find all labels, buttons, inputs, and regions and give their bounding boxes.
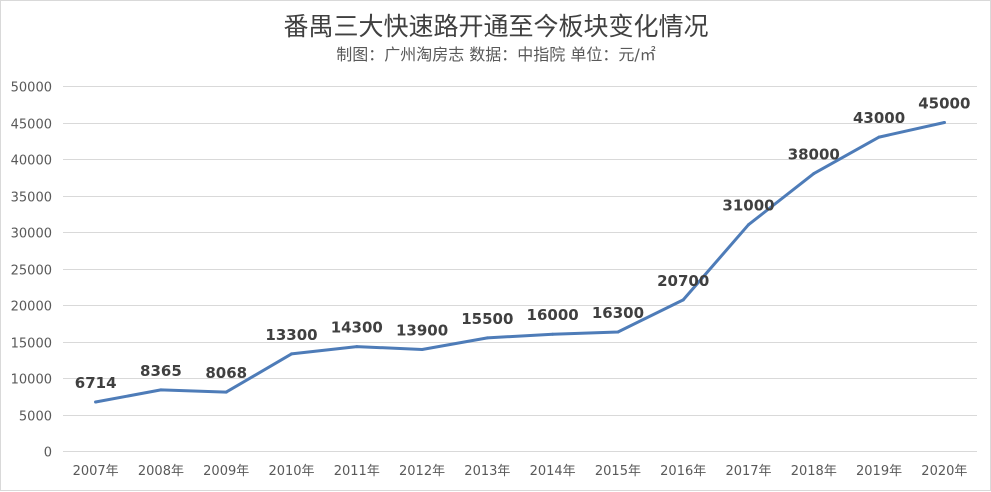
y-tick-label: 35000: [11, 191, 52, 206]
series-line: [94, 121, 946, 404]
data-point: [159, 388, 163, 392]
data-label: 6714: [75, 374, 117, 392]
data-point: [681, 298, 685, 302]
data-label: 16300: [592, 304, 644, 322]
data-label: 8068: [205, 364, 247, 382]
gridlines: [63, 86, 977, 452]
data-point: [616, 330, 620, 334]
y-tick-label: 0: [44, 446, 52, 461]
chart-title: 番禺三大快速路开通至今板块变化情况: [283, 12, 708, 41]
y-tick-label: 25000: [11, 264, 52, 279]
y-tick-label: 10000: [11, 373, 52, 388]
x-tick-label: 2009年: [203, 464, 249, 479]
y-tick-label: 45000: [11, 118, 52, 133]
x-tick-label: 2014年: [530, 464, 576, 479]
y-tick-label: 20000: [11, 300, 52, 315]
x-tick-label: 2008年: [138, 464, 184, 479]
x-tick-label: 2019年: [856, 464, 902, 479]
data-point: [420, 348, 424, 352]
data-label: 8365: [140, 362, 182, 380]
y-tick-label: 15000: [11, 337, 52, 352]
data-point: [290, 352, 293, 356]
data-label: 43000: [853, 109, 905, 127]
data-label: 38000: [788, 146, 840, 164]
data-point: [224, 390, 228, 394]
data-point: [485, 336, 489, 340]
data-point: [747, 223, 750, 227]
data-label: 16000: [527, 306, 579, 324]
y-tick-label: 40000: [11, 154, 52, 169]
data-label: 31000: [722, 197, 774, 215]
x-tick-label: 2013年: [464, 464, 510, 479]
data-point: [812, 172, 816, 176]
y-tick-label: 30000: [11, 227, 52, 242]
x-tick-label: 2017年: [725, 464, 771, 479]
x-tick-label: 2010年: [268, 464, 314, 479]
x-tick-label: 2018年: [791, 464, 837, 479]
data-point: [877, 135, 881, 139]
data-label: 14300: [331, 319, 383, 337]
x-tick-label: 2012年: [399, 464, 445, 479]
data-point: [551, 332, 555, 336]
x-tick-label: 2011年: [334, 464, 380, 479]
x-tick-label: 2007年: [73, 464, 119, 479]
data-label: 15500: [461, 310, 513, 328]
y-tick-label: 5000: [19, 410, 52, 425]
x-tick-label: 2016年: [660, 464, 706, 479]
data-point: [942, 121, 946, 124]
data-label: 13900: [396, 322, 448, 340]
x-axis: 2007年 2008年 2009年 2010年 2011年 2012年 2013年 2014年…: [73, 464, 968, 479]
chart-subtitle: 制图：广州淘房志 数据：中指院 单位：元/㎡: [336, 45, 656, 64]
y-axis: 0 5000 10000 15000 20000 25000 30000 35000 40000…: [11, 81, 52, 461]
y-tick-label: 50000: [11, 81, 52, 96]
data-label: 13300: [265, 326, 317, 344]
series: [94, 121, 946, 404]
x-tick-label: 2020年: [921, 464, 967, 479]
x-tick-label: 2015年: [595, 464, 641, 479]
data-point: [355, 345, 359, 349]
data-label: 20700: [657, 272, 709, 290]
data-labels: 6714 8365 8068 13300 14300 13900 15500 16000 163…: [75, 95, 971, 392]
data-point: [94, 400, 98, 404]
data-label: 45000: [918, 95, 970, 113]
